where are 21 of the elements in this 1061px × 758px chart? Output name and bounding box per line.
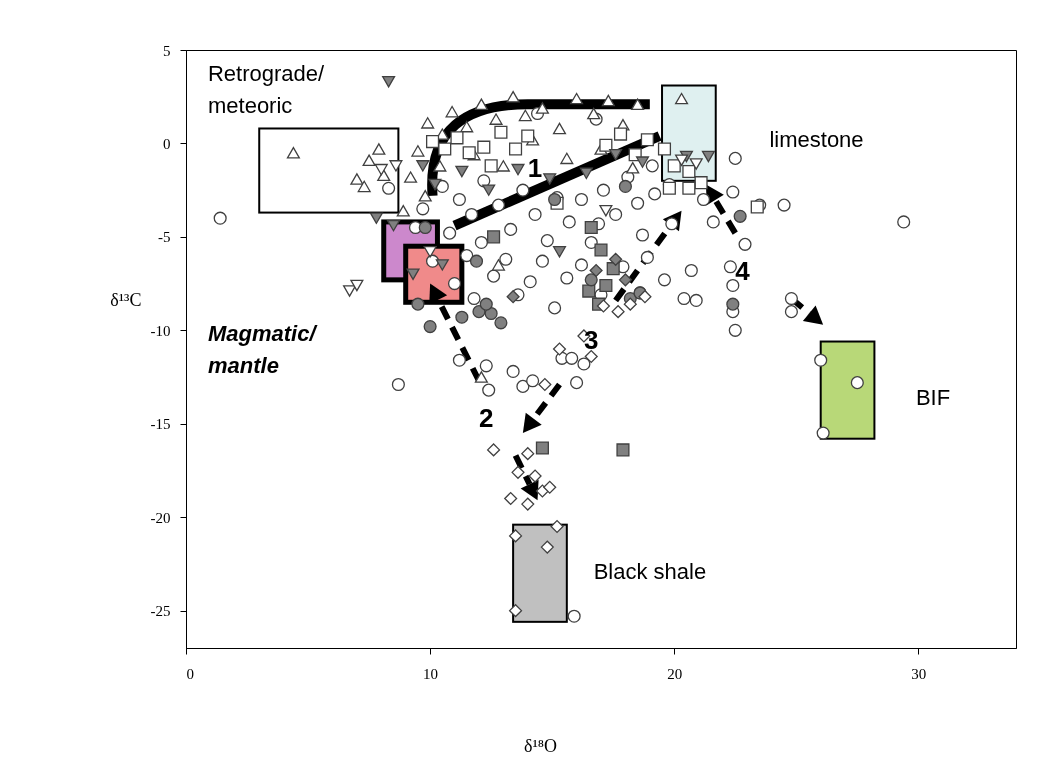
y-tick-label: -25 xyxy=(150,603,171,620)
y-tick-label: -20 xyxy=(150,509,171,526)
annotation: Magmatic/ mantle xyxy=(207,320,319,378)
annotation: limestone xyxy=(769,127,864,153)
x-tick-label: 0 xyxy=(186,665,194,682)
annotation: Black shale xyxy=(593,559,707,585)
annotation: 2 xyxy=(478,403,494,434)
y-tick-label: -5 xyxy=(158,229,171,246)
y-tick-label: 5 xyxy=(163,42,171,59)
x-tick-label: 20 xyxy=(667,665,683,682)
y-axis-title: δ¹³C xyxy=(110,289,142,310)
x-tick-label: 10 xyxy=(423,665,439,682)
annotation: Retrograde/ meteoric xyxy=(207,60,326,118)
x-tick-label: 30 xyxy=(911,665,927,682)
annotation: 4 xyxy=(735,255,751,286)
x-axis-title: δ¹⁸O xyxy=(523,735,558,756)
y-tick-label: -10 xyxy=(150,322,171,339)
annotation: 3 xyxy=(583,324,599,355)
y-tick-label: -15 xyxy=(150,416,171,433)
annotation: BIF xyxy=(915,385,951,411)
y-tick-label: 0 xyxy=(163,135,171,152)
